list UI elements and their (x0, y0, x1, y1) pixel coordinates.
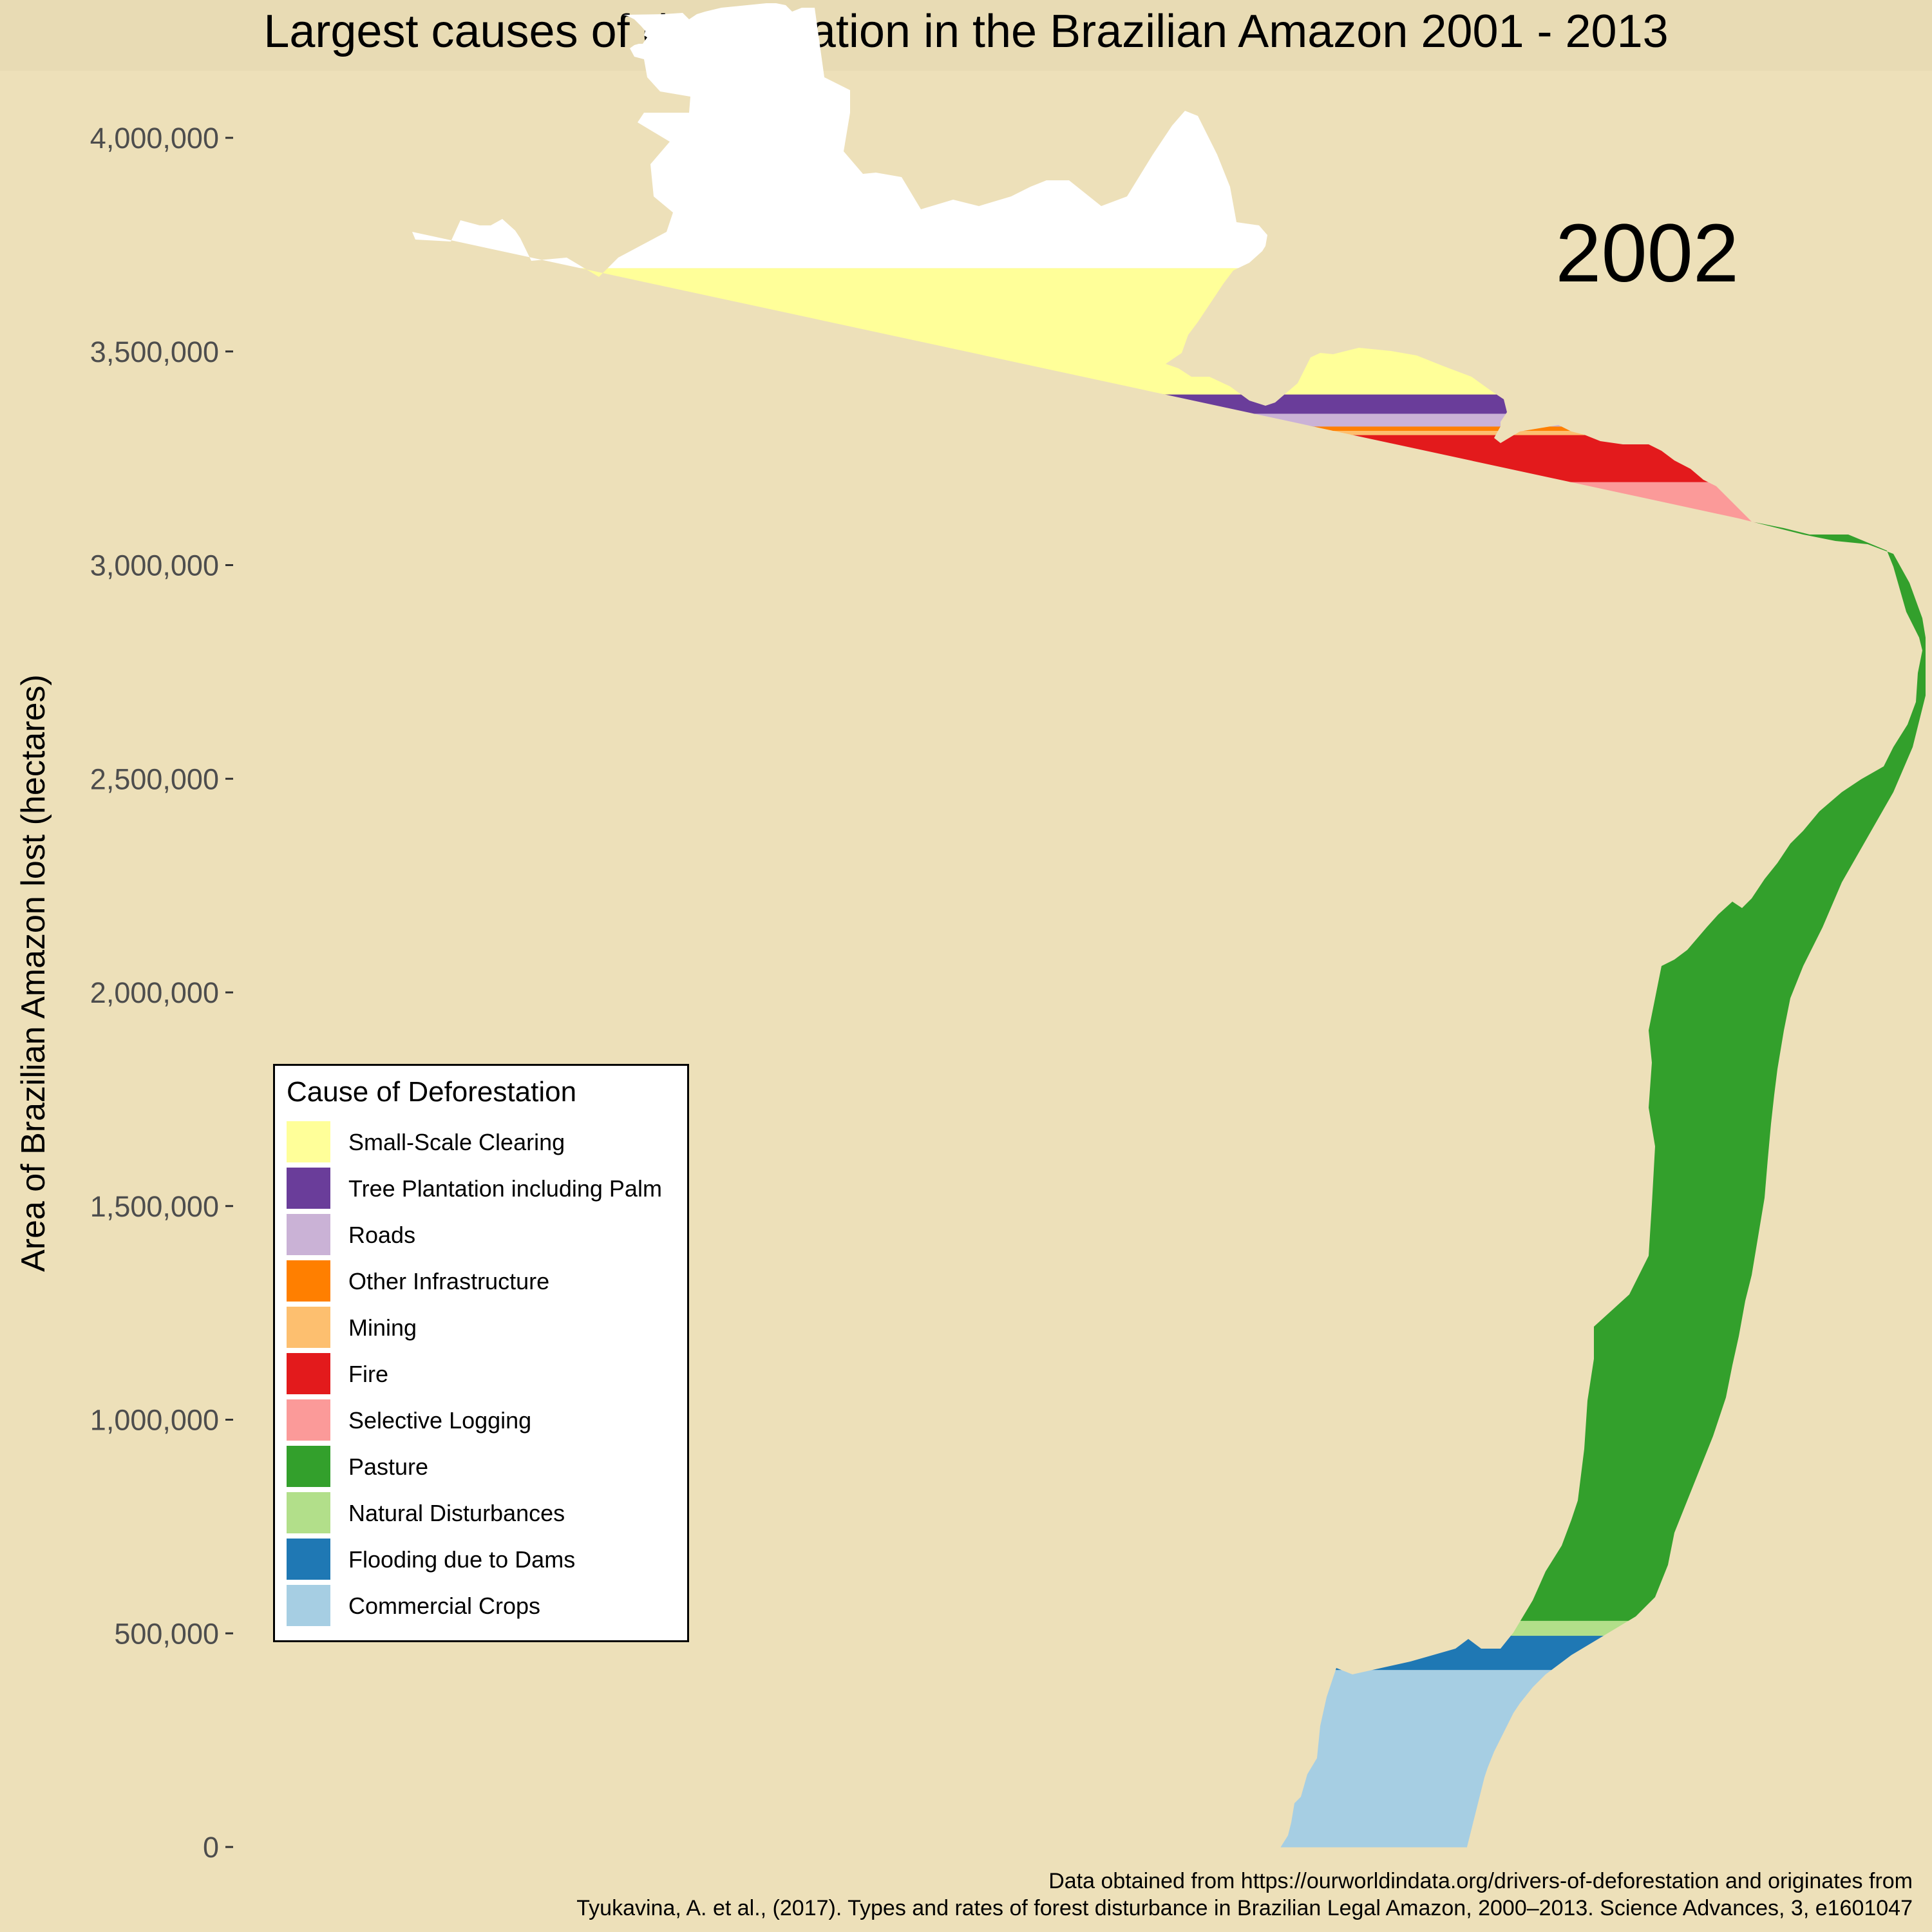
source-line-2: Tyukavina, A. et al., (2017). Types and … (576, 1896, 1913, 1920)
legend-label: Pasture (348, 1454, 429, 1480)
y-tick-label: 3,000,000 (90, 549, 219, 582)
source-note: Data obtained from https://ourworldindat… (576, 1868, 1913, 1922)
y-tick-label: 3,500,000 (90, 336, 219, 368)
y-tick-label: 2,000,000 (90, 976, 219, 1009)
legend-item: Commercial Crops (287, 1584, 673, 1627)
legend-item: Mining (287, 1305, 673, 1349)
stack-band (412, 394, 1926, 414)
y-tick-label: 4,000,000 (90, 122, 219, 155)
legend-label: Roads (348, 1222, 416, 1248)
legend-item: Natural Disturbances (287, 1491, 673, 1535)
y-axis: 0 500,000 1,000,000 1,500,000 2,000,000 2,500… (90, 122, 233, 1864)
legend-swatch (287, 1353, 330, 1394)
legend: Cause of Deforestation Small-Scale Clear… (273, 1064, 689, 1642)
legend-item: Selective Logging (287, 1398, 673, 1442)
legend-swatch (287, 1585, 330, 1626)
chart-title: Largest causes of deforestation in the B… (263, 6, 1669, 57)
source-line-1: Data obtained from https://ourworldindat… (1048, 1869, 1913, 1893)
y-tick-label: 0 (203, 1831, 219, 1864)
legend-item: Pasture (287, 1444, 673, 1488)
legend-swatch (287, 1492, 330, 1533)
legend-label: Tree Plantation including Palm (348, 1175, 662, 1202)
legend-title: Cause of Deforestation (287, 1076, 577, 1108)
legend-swatch (287, 1399, 330, 1441)
legend-item: Small-Scale Clearing (287, 1120, 673, 1164)
legend-item: Other Infrastructure (287, 1259, 673, 1303)
legend-label: Fire (348, 1361, 388, 1387)
y-tick-label: 500,000 (114, 1617, 219, 1650)
legend-swatch (287, 1260, 330, 1302)
legend-swatch (287, 1446, 330, 1487)
legend-label: Other Infrastructure (348, 1268, 550, 1294)
year-label: 2002 (1555, 207, 1739, 299)
stack-band (412, 435, 1926, 482)
legend-swatch (287, 1307, 330, 1348)
legend-label: Mining (348, 1314, 417, 1341)
stack-band (412, 482, 1926, 523)
legend-label: Natural Disturbances (348, 1500, 565, 1526)
legend-item: Tree Plantation including Palm (287, 1166, 673, 1210)
legend-item: Flooding due to Dams (287, 1537, 673, 1581)
y-tick-label: 1,000,000 (90, 1404, 219, 1437)
title-bar (0, 0, 1932, 71)
stack-band (412, 1669, 1926, 1848)
stack-band (412, 426, 1926, 431)
y-tick-label: 1,500,000 (90, 1190, 219, 1223)
legend-item: Fire (287, 1352, 673, 1396)
legend-item: Roads (287, 1213, 673, 1256)
y-tick-label: 2,500,000 (90, 762, 219, 795)
legend-swatch (287, 1168, 330, 1209)
legend-label: Flooding due to Dams (348, 1546, 576, 1573)
legend-swatch (287, 1539, 330, 1580)
legend-swatch (287, 1214, 330, 1255)
legend-label: Commercial Crops (348, 1593, 541, 1619)
legend-swatch (287, 1121, 330, 1162)
stack-band (412, 413, 1926, 427)
y-axis-label: Area of Brazilian Amazon lost (hectares) (15, 674, 52, 1272)
legend-label: Small-Scale Clearing (348, 1129, 565, 1155)
legend-label: Selective Logging (348, 1407, 532, 1434)
stack-band (412, 430, 1926, 435)
